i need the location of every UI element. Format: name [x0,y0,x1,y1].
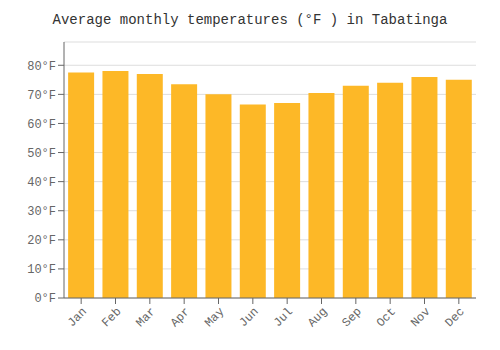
svg-text:Mar: Mar [134,305,159,330]
svg-text:60°F: 60°F [27,118,56,132]
svg-text:May: May [202,305,227,330]
svg-text:Feb: Feb [99,305,124,330]
svg-text:80°F: 80°F [27,60,56,74]
svg-text:70°F: 70°F [27,89,56,103]
svg-text:30°F: 30°F [27,205,56,219]
html-text:Average monthly temperatures (: Average monthly temperatures (°F ) in Ta… [52,12,448,28]
svg-text:Dec: Dec [443,305,468,330]
svg-text:Nov: Nov [408,305,433,330]
svg-text:40°F: 40°F [27,176,56,190]
svg-text:Jun: Jun [237,305,262,330]
svg-text:Aug: Aug [305,305,330,330]
svg-text:Apr: Apr [168,305,193,330]
svg-text:Sep: Sep [340,305,365,330]
svg-text:Jan: Jan [65,305,90,330]
svg-text:50°F: 50°F [27,147,56,161]
svg-text:20°F: 20°F [27,234,56,248]
svg-text:Jul: Jul [271,305,296,330]
svg-text:10°F: 10°F [27,263,56,277]
svg-text:Oct: Oct [374,305,399,330]
svg-text:0°F: 0°F [34,292,56,306]
